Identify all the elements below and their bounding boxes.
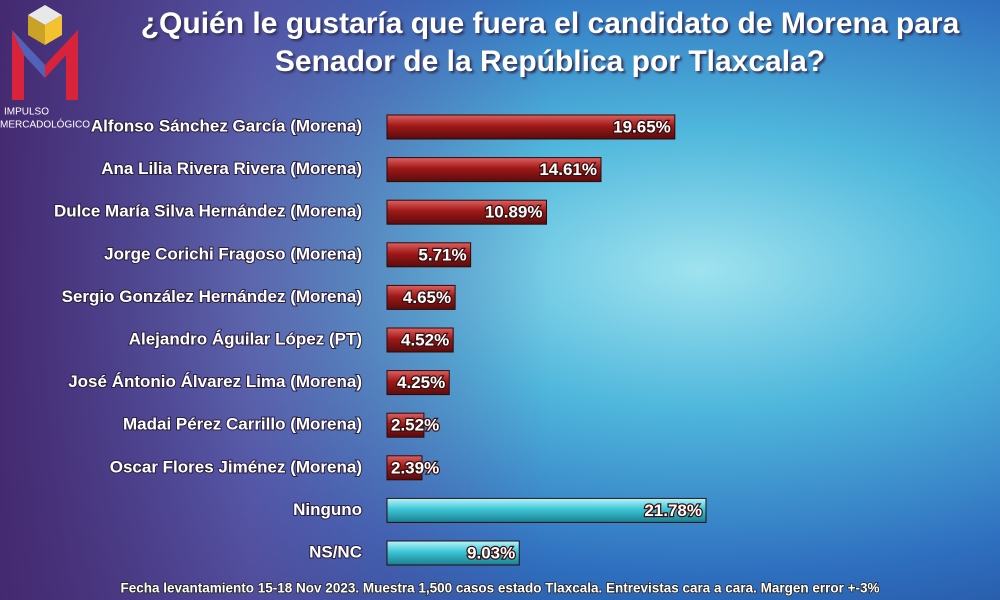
bar <box>386 455 423 481</box>
data-label: 9.03% <box>467 543 515 562</box>
bar <box>386 370 450 396</box>
y-tick-label: Alejandro Águilar López (PT) <box>129 329 362 348</box>
chart-title: ¿Quién le gustaría que fuera el candidat… <box>140 7 960 78</box>
footnote: Fecha levantamiento 15-18 Nov 2023. Mues… <box>120 581 879 596</box>
data-label: 4.25% <box>397 373 445 392</box>
y-tick-label: Madai Pérez Carrillo (Morena) <box>123 415 362 434</box>
data-label: 4.52% <box>401 330 449 349</box>
data-label: 2.39% <box>391 458 439 477</box>
y-tick-label: Sergio González Hernández (Morena) <box>62 287 362 306</box>
data-label: 4.65% <box>403 288 451 307</box>
data-label: 19.65% <box>613 117 671 136</box>
y-tick-label: Ninguno <box>293 500 362 519</box>
bar <box>386 412 425 438</box>
bar <box>386 242 472 268</box>
bar <box>386 157 602 183</box>
y-tick-label: Jorge Corichi Fragoso (Morena) <box>104 244 362 263</box>
data-label: 10.89% <box>485 203 543 222</box>
data-label: 14.61% <box>539 160 597 179</box>
bar <box>386 199 547 225</box>
data-label: 2.52% <box>391 416 439 435</box>
bar <box>386 497 707 523</box>
bar <box>386 540 520 566</box>
bar <box>386 284 456 310</box>
bar <box>386 114 676 140</box>
logo: IMPULSO MERCADOLÓGICO <box>0 5 90 131</box>
logo-text: MERCADOLÓGICO <box>0 118 90 131</box>
data-label: 21.78% <box>644 501 702 520</box>
y-tick-label: Alfonso Sánchez García (Morena) <box>91 116 362 135</box>
y-tick-label: Oscar Flores Jiménez (Morena) <box>110 457 362 476</box>
y-tick-label: Ana Lilia Rivera Rivera (Morena) <box>101 159 362 178</box>
y-tick-label: NS/NC <box>309 542 362 561</box>
data-label: 5.71% <box>418 245 466 264</box>
title-box: ¿Quién le gustaría que fuera el candidat… <box>140 7 960 78</box>
bar <box>386 327 454 353</box>
y-tick-label: Dulce María Silva Hernández (Morena) <box>54 202 362 221</box>
y-tick-label: José Ántonio Álvarez Lima (Morena) <box>68 372 362 391</box>
logo-text: IMPULSO <box>4 107 49 118</box>
